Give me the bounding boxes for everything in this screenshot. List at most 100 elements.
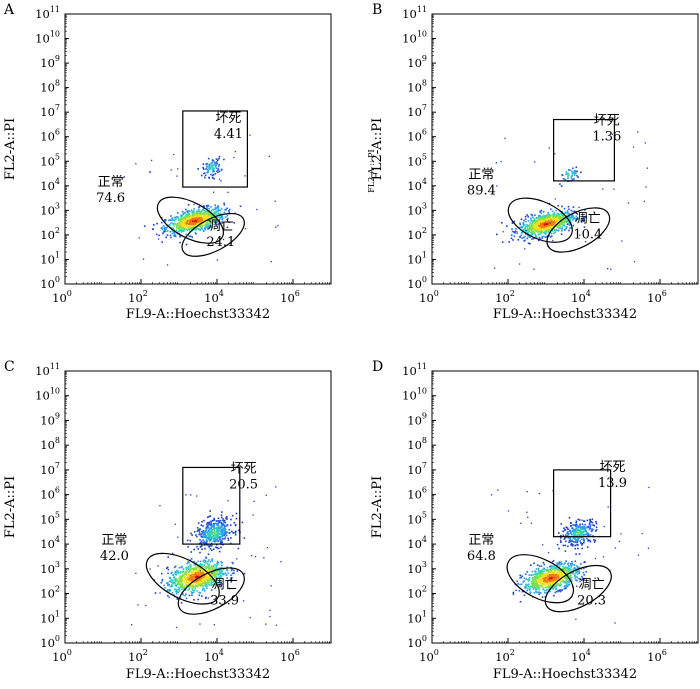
scatter-point [550,580,552,582]
scatter-point [548,147,550,149]
scatter-point [200,533,203,536]
scatter-point [556,582,558,585]
scatter-point [179,218,182,220]
scatter-point [610,268,612,270]
scatter-point [220,180,222,182]
scatter-point [175,225,178,228]
scatter-point [202,587,204,589]
scatter-point [513,231,516,233]
scatter-point [530,219,532,222]
scatter-point [573,174,576,176]
y-tick-label: 105 [407,152,427,168]
scatter-point [205,541,208,544]
scatter-point [534,224,537,227]
scatter-point [571,562,573,565]
scatter-point [189,564,191,567]
scatter-point [527,587,529,589]
scatter-point [217,534,219,537]
scatter-point [575,212,577,214]
scatter-point [160,227,163,229]
scatter-point [519,236,521,238]
scatter-point [212,531,215,533]
scatter-point [571,560,573,563]
scatter-point [203,541,206,543]
scatter-point [215,520,218,522]
scatter-point [202,582,204,585]
scatter-point [173,153,175,156]
scatter-point [205,523,208,526]
scatter-point [222,573,225,576]
scatter-point [163,228,166,231]
scatter-point [525,573,527,575]
scatter-point [564,567,567,569]
scatter-point [185,233,187,236]
scatter-point [204,221,207,223]
scatter-point [556,568,559,571]
scatter-point [525,230,527,232]
scatter-point [555,590,558,593]
scatter-point [185,243,188,246]
scatter-point [214,222,217,224]
scatter-point [179,226,181,229]
scatter-point [206,522,209,524]
scatter-point [176,590,178,592]
scatter-point [216,539,218,541]
scatter-point [535,588,537,590]
scatter-point [578,571,581,573]
scatter-point [211,559,213,561]
scatter-point [562,178,564,180]
y-tick-label: 1010 [35,387,60,403]
scatter-point [544,225,547,228]
scatter-points [131,486,282,629]
scatter-point [207,211,210,213]
scatter-point [552,583,554,585]
scatter-point [200,174,203,177]
scatter-point [207,169,210,172]
scatter-point [574,577,577,579]
scatter-point [555,218,557,221]
scatter-point [230,537,232,539]
scatter-point [208,578,210,580]
scatter-point [568,229,570,232]
scatter-point [574,547,577,550]
scatter-point [172,579,174,581]
scatter-point [204,176,206,179]
scatter-point [214,538,217,540]
scatter-point [572,206,575,208]
scatter-point [226,531,228,533]
gate-label-apoptotic: 凋亡 [212,578,238,593]
scatter-point [201,209,204,212]
y-tick-label: 104 [407,535,427,551]
scatter-point [602,188,604,190]
scatter-point [181,577,183,579]
scatter-point [530,574,533,576]
y-tick-label: 1010 [35,30,60,46]
scatter-point [557,204,560,207]
scatter-point [522,229,525,231]
scatter-point [177,588,180,591]
scatter-point [179,584,181,586]
scatter-point [541,228,543,230]
scatter-point [196,210,199,213]
scatter-point [216,528,219,530]
scatter-point [556,573,559,576]
scatter-point [194,220,196,222]
scatter-point [570,574,572,577]
scatter-point [559,565,561,567]
scatter-point [180,214,182,217]
scatter-point [190,590,192,593]
scatter-point [215,528,218,531]
scatter-point [185,572,188,575]
scatter-point [249,616,251,619]
scatter-point [573,171,575,174]
scatter-point [536,574,538,576]
scatter-point [216,531,219,533]
scatter-point [185,597,188,600]
scatter-point [556,577,558,579]
scatter-point [535,582,537,584]
scatter-point [561,220,563,222]
scatter-point [190,215,193,218]
scatter-point [542,568,544,571]
scatter-point [213,537,216,539]
scatter-point [576,579,578,582]
